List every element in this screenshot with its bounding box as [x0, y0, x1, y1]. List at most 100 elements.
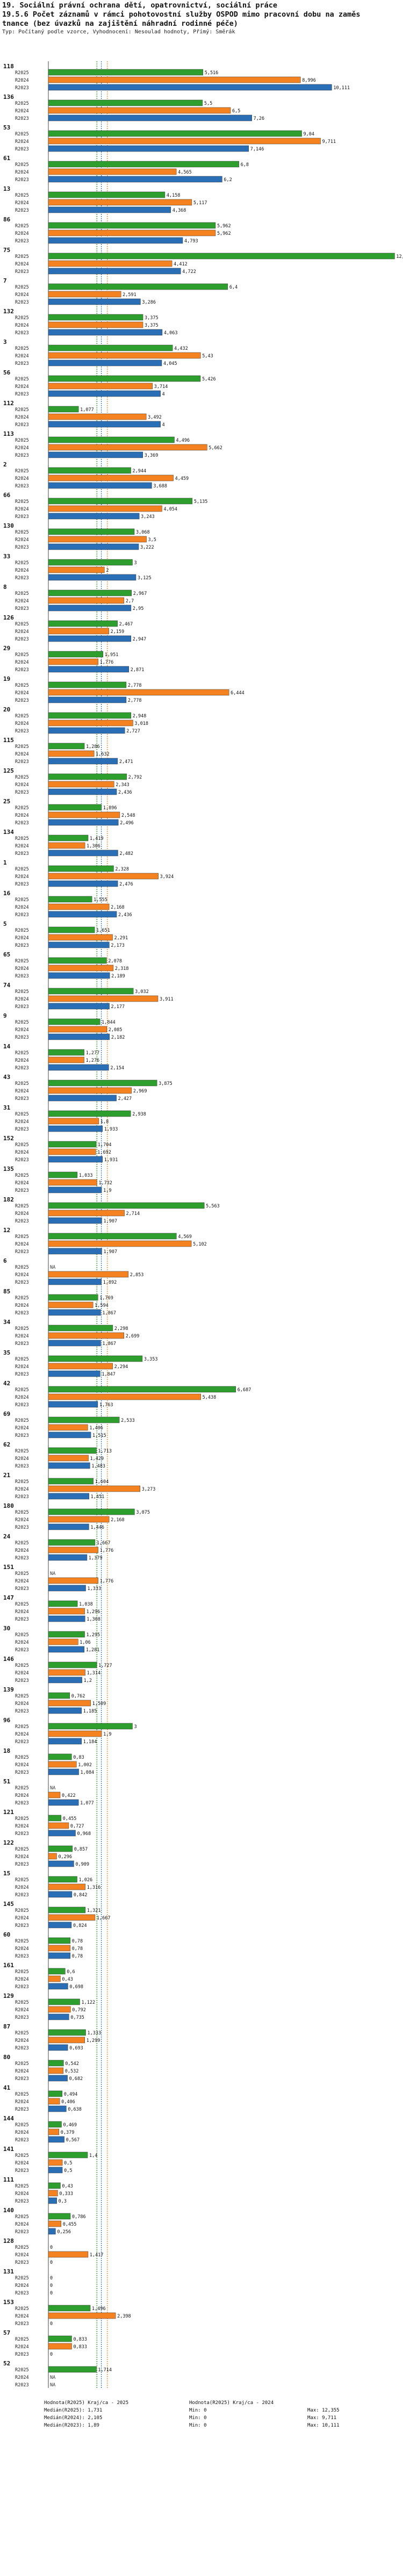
group-label: 33 — [3, 553, 10, 560]
series-label: R2024 — [15, 2099, 29, 2105]
value-label: 4,432 — [174, 346, 188, 351]
value-label: 1,306 — [87, 844, 100, 849]
series-label: R2023 — [15, 330, 29, 336]
bar — [48, 1080, 157, 1086]
group-label: 112 — [3, 400, 14, 407]
bar — [48, 2182, 61, 2189]
value-label: 1,316 — [87, 1885, 101, 1890]
legend-entry: Medián(R2023): 1,89 — [44, 2423, 99, 2428]
bar — [48, 1148, 96, 1155]
series-label: R2024 — [15, 905, 29, 910]
group-label: 51 — [3, 1778, 11, 1785]
bar — [48, 114, 252, 121]
value-label: 0,469 — [63, 2122, 77, 2128]
series-label: R2025 — [15, 1571, 29, 1577]
value-label: 6,2 — [224, 177, 232, 183]
series-label: R2023 — [15, 1678, 29, 1683]
bar — [48, 1738, 82, 1745]
value-label: 3,222 — [140, 545, 154, 550]
series-label: R2024 — [15, 1824, 29, 1829]
bar — [48, 1661, 97, 1668]
bar — [48, 2013, 69, 2020]
value-label: 4,569 — [178, 1234, 192, 1240]
group-label: 53 — [3, 124, 10, 131]
value-label: 0 — [50, 2321, 53, 2327]
value-label: 1,286 — [86, 744, 100, 750]
bar — [48, 804, 102, 811]
series-label: R2023 — [15, 1556, 29, 1561]
group-label: 144 — [3, 2115, 14, 2122]
series-label: R2023 — [15, 1739, 29, 1745]
series-label: R2023 — [15, 1525, 29, 1530]
series-label: R2024 — [15, 1885, 29, 1890]
value-label: 1,515 — [92, 1433, 106, 1438]
value-label: 3 — [134, 560, 136, 566]
series-label: R2024 — [15, 874, 29, 880]
group-label: 60 — [3, 1931, 10, 1938]
value-label: 5,117 — [193, 200, 207, 206]
bar — [48, 2044, 68, 2051]
series-label: R2025 — [15, 1112, 29, 1117]
series-label: R2024 — [15, 323, 29, 328]
group-label: 31 — [3, 1104, 11, 1111]
value-label: 1,604 — [95, 1479, 109, 1485]
bar — [48, 291, 121, 298]
bar — [48, 1692, 70, 1699]
bar — [48, 1447, 97, 1454]
bar — [48, 2098, 60, 2105]
value-label: 1,594 — [95, 1303, 109, 1308]
series-label: R2023 — [15, 1219, 29, 1224]
bar — [48, 498, 193, 505]
bar — [48, 1026, 107, 1033]
value-label: 0,542 — [65, 2061, 79, 2067]
bar — [48, 965, 114, 972]
bar — [48, 359, 162, 366]
series-label: R2025 — [15, 1510, 29, 1515]
value-label: 2,548 — [121, 813, 135, 818]
value-label: 1,299 — [87, 2038, 100, 2043]
series-label: R2023 — [15, 1586, 29, 1592]
group-label: 96 — [3, 1717, 11, 1724]
bar — [48, 628, 109, 635]
group-label: 151 — [3, 1564, 14, 1571]
value-label: 1,867 — [102, 1341, 116, 1347]
series-label: R2025 — [15, 1234, 29, 1240]
bar — [48, 620, 118, 627]
value-label: 4,045 — [163, 361, 177, 366]
value-label: 1,038 — [79, 1602, 93, 1607]
value-label: 1,555 — [93, 897, 107, 903]
bar — [48, 1118, 99, 1125]
group-label: 182 — [3, 1196, 14, 1203]
series-label: R2023 — [15, 1004, 29, 1010]
bar — [48, 2075, 68, 2082]
series-label: R2024 — [15, 997, 29, 1002]
value-label: 1,509 — [92, 1701, 106, 1707]
value-label: 1,379 — [89, 1556, 103, 1561]
value-label: 3,125 — [138, 575, 152, 581]
value-label: 0,698 — [69, 1984, 83, 1990]
value-label: 1,122 — [82, 2000, 96, 2005]
value-label: 2,398 — [117, 2314, 131, 2319]
series-label: R2024 — [15, 1272, 29, 1278]
bar — [48, 1723, 133, 1730]
series-label: R2023 — [15, 1402, 29, 1408]
value-label: 1,451 — [91, 1494, 105, 1500]
group-label: 5 — [3, 920, 7, 927]
series-label: R2023 — [15, 514, 29, 520]
value-label: 1,931 — [104, 1157, 118, 1163]
series-label: R2023 — [15, 177, 29, 183]
series-label: R2023 — [15, 1188, 29, 1193]
value-label: 1,776 — [100, 1548, 114, 1553]
group-label: 41 — [3, 2084, 11, 2091]
group-label: 56 — [3, 369, 11, 376]
bar — [48, 1676, 82, 1683]
bar — [48, 474, 174, 481]
bar — [48, 873, 159, 880]
value-label: 6,4 — [229, 285, 238, 290]
value-label: 4 — [162, 422, 165, 428]
series-label: R2025 — [15, 1265, 29, 1270]
bar — [48, 1064, 109, 1071]
group-label: 130 — [3, 522, 14, 529]
series-label: R2025 — [15, 1755, 29, 1760]
bar — [48, 589, 132, 596]
